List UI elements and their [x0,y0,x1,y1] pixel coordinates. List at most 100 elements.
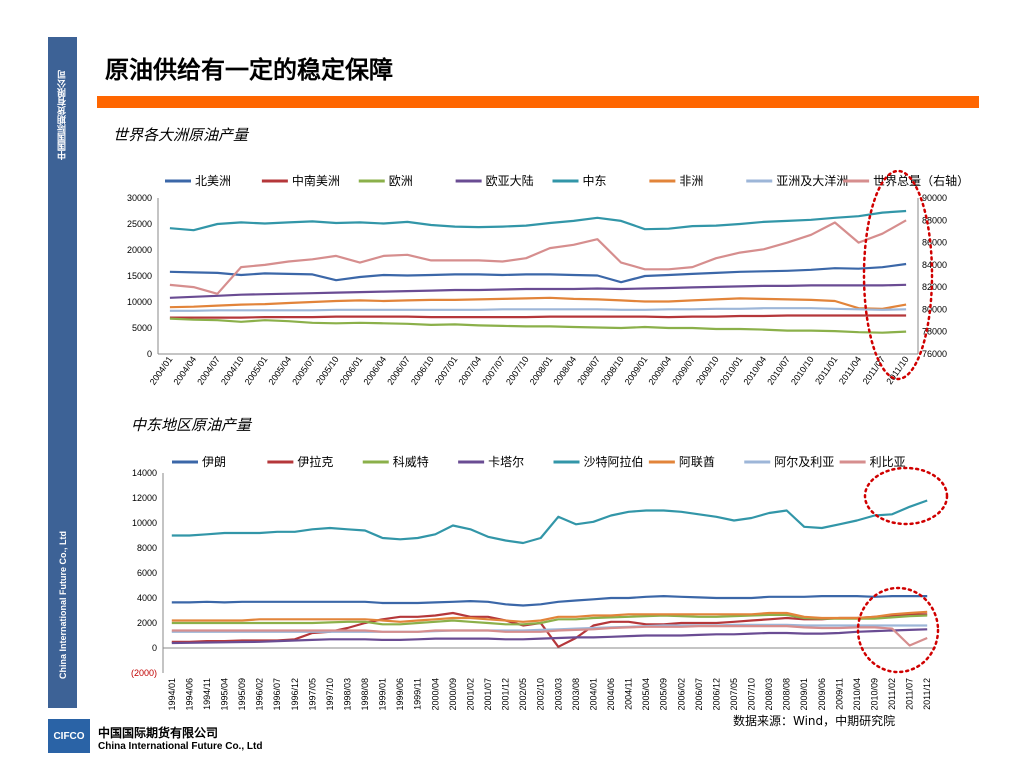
x-tick-label: 2000/04 [430,678,440,710]
y-tick-label: 5000 [132,323,152,333]
y-tick-label: 12000 [132,493,157,503]
y-tick-label: 25000 [127,219,152,229]
x-tick-label: 2000/09 [448,678,458,710]
x-tick-label: 2005/09 [659,678,669,710]
highlight-ellipse [862,169,934,381]
x-tick-label: 2011/12 [922,678,932,710]
y-tick-label: 14000 [132,468,157,478]
footer-company-en: China International Future Co., Ltd [98,741,263,752]
y-tick-label: 0 [147,349,152,359]
x-tick-label: 2002/10 [536,678,546,710]
series-line [171,611,928,648]
legend-label: 阿联酋 [679,454,715,469]
x-tick-label: 2009/01 [799,678,809,710]
x-tick-label: 2001/02 [465,678,475,710]
series-line [169,296,907,310]
x-tick-label: 1996/02 [255,678,265,710]
y2-tick-label: 86000 [922,238,947,248]
y2-tick-label: 78000 [922,327,947,337]
legend-label: 沙特阿拉伯 [584,454,644,469]
x-tick-label: 2011/02 [887,678,897,710]
y-tick-label: 20000 [127,245,152,255]
y2-tick-label: 90000 [922,193,947,203]
x-tick-label: 2007/05 [729,678,739,710]
series-line [171,628,928,645]
x-tick-label: 1995/04 [219,678,229,710]
legend-label: 伊朗 [202,455,226,469]
x-tick-label: 1999/06 [395,678,405,710]
chart-continent-production: 北美洲 中南美洲 欧洲 欧亚大陆 中东 非洲 亚洲及大洋洲 世界总量（右轴） 0 5000 1000… [127,169,969,387]
y2-tick-label: 84000 [922,260,947,270]
page-title: 原油供给有一定的稳定保障 [105,56,393,84]
y-tick-label: 10000 [132,518,157,528]
chart1-subtitle: 世界各大洲原油产量 [113,126,249,144]
series-line [171,610,928,623]
x-tick-label: 1997/05 [307,678,317,710]
x-tick-label: 2007/10 [747,678,757,710]
x-tick-label: 2001/12 [501,678,511,710]
x-tick-label: 2008/08 [782,678,792,710]
series-line [169,283,907,299]
y2-tick-label: 76000 [922,349,947,359]
series-line [171,499,928,545]
legend-label: 卡塔尔 [488,454,524,469]
y-tick-label: 2000 [137,618,157,628]
legend-label: 科威特 [393,454,429,469]
series-line [169,262,907,284]
x-tick-label: 2006/12 [711,678,721,710]
legend-label: 中南美洲 [292,173,340,188]
x-tick-label: 2003/08 [571,678,581,710]
y2-tick-label: 82000 [922,282,947,292]
x-tick-label: 2006/02 [676,678,686,710]
chart-middle-east-production: 伊朗 伊拉克 科威特 卡塔尔 沙特阿拉伯 阿联酋 阿尔及利亚 利比亚 (2000) 0 2000 40… [131,454,949,710]
footer-company-cn: 中国国际期货有限公司 [98,726,219,740]
legend-label: 中东 [583,173,607,188]
x-tick-label: 2009/11 [834,678,844,710]
data-source: 数据来源：Wind，中期研究院 [733,714,896,728]
x-tick-label: 2005/04 [641,678,651,710]
y-tick-label: 8000 [137,543,157,553]
x-tick-label: 2009/06 [817,678,827,710]
legend-label: 欧亚大陆 [486,173,534,188]
x-tick-label: 2004/06 [606,678,616,710]
y-tick-label: (2000) [131,668,157,678]
x-tick-label: 1999/01 [378,678,388,710]
series-line [171,594,928,607]
x-tick-label: 2006/07 [694,678,704,710]
cifco-logo: CIFCO [48,719,90,753]
legend-label: 世界总量（右轴） [873,173,969,188]
chart2-subtitle: 中东地区原油产量 [131,416,252,434]
x-tick-label: 2001/07 [483,678,493,710]
legend-label: 伊拉克 [297,454,333,469]
series-line [169,219,907,295]
x-tick-label: 2004/11 [624,678,634,710]
y-tick-label: 15000 [127,271,152,281]
series-line [171,613,928,626]
x-tick-label: 2010/09 [870,678,880,710]
series-line [169,317,907,334]
x-tick-label: 2008/03 [764,678,774,710]
x-tick-label: 1999/11 [413,678,423,710]
legend-label: 利比亚 [870,455,906,469]
y-tick-label: 6000 [137,568,157,578]
x-tick-label: 2002/05 [518,678,528,710]
highlight-ellipse [856,586,940,674]
legend-label: 阿尔及利亚 [774,454,834,469]
y2-tick-label: 80000 [922,304,947,314]
x-tick-label: 2010/04 [852,678,862,710]
legend-label: 亚洲及大洋洲 [776,173,848,188]
y-tick-label: 0 [152,643,157,653]
series-line [169,209,907,232]
title-divider [97,96,979,108]
highlight-ellipse [863,466,949,526]
side-bar [48,37,77,708]
series-line [169,314,907,319]
legend-label: 北美洲 [195,174,231,188]
x-tick-label: 2011/07 [905,678,915,710]
y-tick-label: 30000 [127,193,152,203]
x-tick-label: 2003/03 [553,678,563,710]
legend-label: 欧洲 [389,174,413,188]
x-tick-label: 1995/09 [237,678,247,710]
x-tick-label: 1994/11 [202,678,212,710]
x-tick-label: 1994/01 [167,678,177,710]
